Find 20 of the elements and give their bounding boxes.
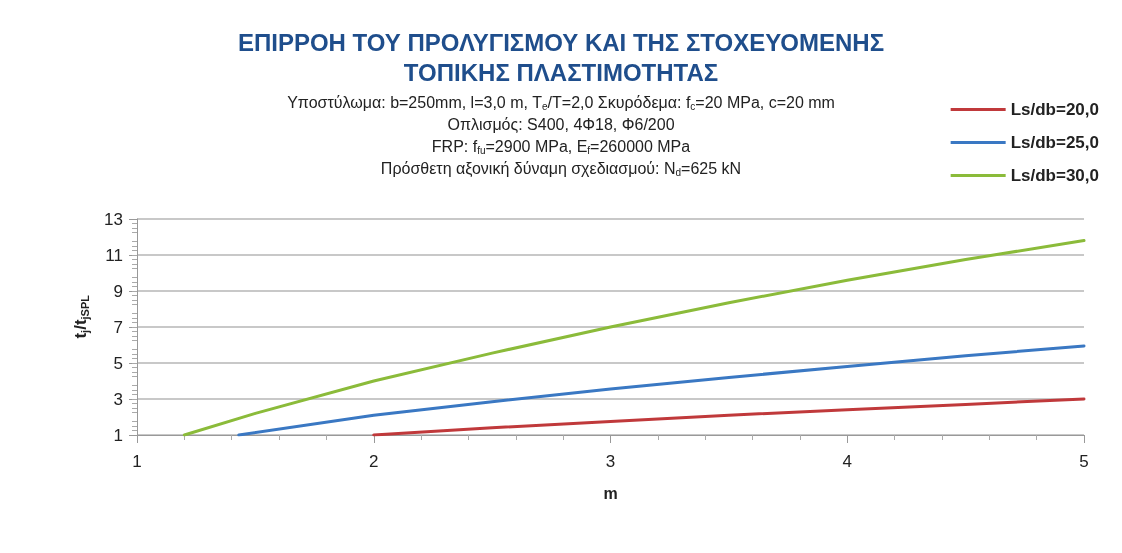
x-axis-title: m bbox=[603, 484, 618, 502]
y-tick-label: 11 bbox=[105, 245, 123, 265]
x-tick-label: 5 bbox=[1079, 452, 1089, 471]
y-tick-label: 1 bbox=[113, 425, 123, 445]
y-tick-label: 13 bbox=[104, 209, 123, 229]
x-tick-label: 1 bbox=[132, 452, 142, 471]
line-series bbox=[237, 344, 1086, 437]
x-tick-label: 4 bbox=[842, 452, 852, 471]
x-tick-label: 2 bbox=[369, 452, 379, 471]
line-series bbox=[372, 397, 1086, 437]
legend-label: Ls/db=20,0 bbox=[1010, 100, 1100, 119]
x-tick-label: 3 bbox=[605, 452, 616, 471]
line-series bbox=[182, 239, 1086, 437]
legend-label: Ls/db=25,0 bbox=[1010, 133, 1100, 152]
y-tick-label: 9 bbox=[113, 281, 123, 301]
y-tick-label: 5 bbox=[113, 353, 123, 373]
y-tick-label: 7 bbox=[113, 317, 123, 337]
legend-label: Ls/db=30,0 bbox=[1010, 166, 1100, 185]
chart-title: ΕΠΙΡΡΟΗ ΤΟΥ ΠΡΟΛΥΓΙΣΜΟΥ ΚΑΙ ΤΗΣ ΣΤΟΧΕΥΟΜΕΝΗΣ ΤΟΠΙΚΗΣ ΠΛΑΣΤΙΜΟΤΗΤΑΣ bbox=[237, 28, 885, 86]
y-tick-label: 3 bbox=[113, 389, 123, 409]
